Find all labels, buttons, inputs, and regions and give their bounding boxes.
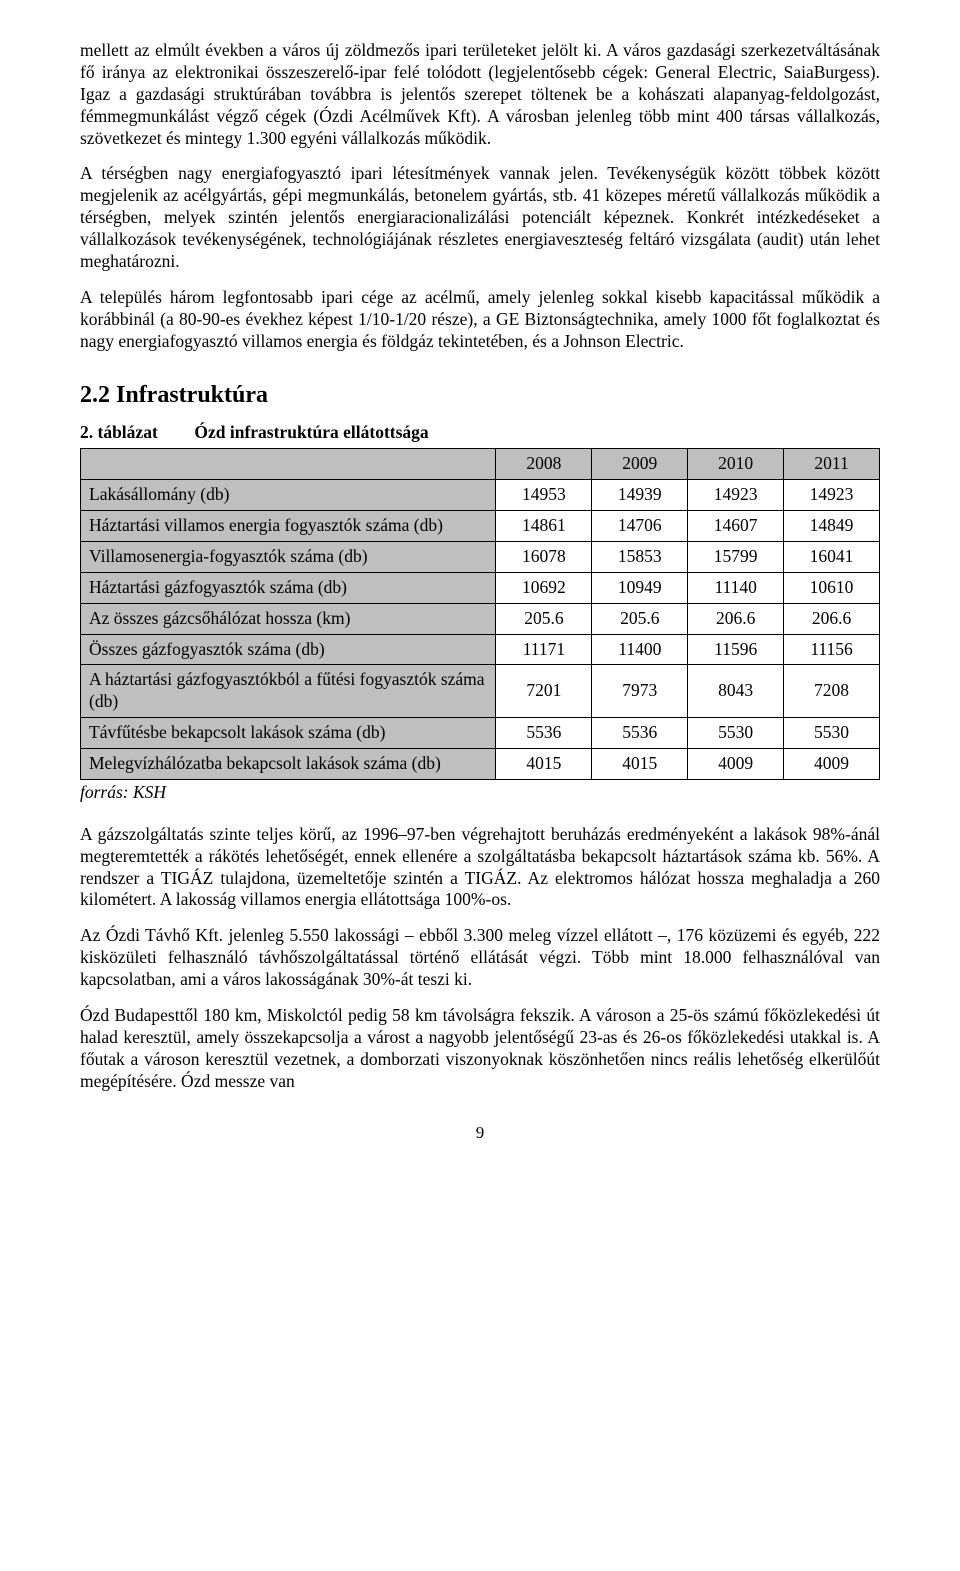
row-value: 11171 <box>496 634 592 665</box>
row-label: Az összes gázcsőhálózat hossza (km) <box>81 603 496 634</box>
row-value: 7208 <box>784 665 880 718</box>
table-caption: 2. táblázat Ózd infrastruktúra ellátotts… <box>80 422 880 444</box>
table-header-year: 2011 <box>784 449 880 480</box>
row-value: 4015 <box>496 749 592 780</box>
row-value: 8043 <box>688 665 784 718</box>
row-value: 14849 <box>784 511 880 542</box>
row-value: 5536 <box>496 718 592 749</box>
row-label: Háztartási gázfogyasztók száma (db) <box>81 572 496 603</box>
paragraph: Az Ózdi Távhő Kft. jelenleg 5.550 lakoss… <box>80 925 880 991</box>
row-value: 5530 <box>784 718 880 749</box>
row-value: 14861 <box>496 511 592 542</box>
row-value: 11156 <box>784 634 880 665</box>
row-value: 205.6 <box>592 603 688 634</box>
table-row: Melegvízhálózatba bekapcsolt lakások szá… <box>81 749 880 780</box>
table-row: Háztartási villamos energia fogyasztók s… <box>81 511 880 542</box>
table-header-row: 2008 2009 2010 2011 <box>81 449 880 480</box>
paragraph: Ózd Budapesttől 180 km, Miskolctól pedig… <box>80 1005 880 1093</box>
row-value: 4009 <box>688 749 784 780</box>
row-value: 206.6 <box>688 603 784 634</box>
paragraph: A település három legfontosabb ipari cég… <box>80 287 880 353</box>
infrastructure-table: 2008 2009 2010 2011 Lakásállomány (db)14… <box>80 448 880 780</box>
row-value: 7201 <box>496 665 592 718</box>
row-label: Háztartási villamos energia fogyasztók s… <box>81 511 496 542</box>
row-value: 14923 <box>688 480 784 511</box>
paragraph: mellett az elmúlt években a város új zöl… <box>80 40 880 149</box>
row-value: 205.6 <box>496 603 592 634</box>
table-row: Az összes gázcsőhálózat hossza (km)205.6… <box>81 603 880 634</box>
row-value: 15799 <box>688 541 784 572</box>
row-label: A háztartási gázfogyasztókból a fűtési f… <box>81 665 496 718</box>
paragraph: A gázszolgáltatás szinte teljes körű, az… <box>80 824 880 912</box>
row-value: 11400 <box>592 634 688 665</box>
row-value: 11596 <box>688 634 784 665</box>
table-row: Háztartási gázfogyasztók száma (db)10692… <box>81 572 880 603</box>
table-row: Távfűtésbe bekapcsolt lakások száma (db)… <box>81 718 880 749</box>
table-header-blank <box>81 449 496 480</box>
table-row: A háztartási gázfogyasztókból a fűtési f… <box>81 665 880 718</box>
table-header-year: 2010 <box>688 449 784 480</box>
table-row: Lakásállomány (db)14953149391492314923 <box>81 480 880 511</box>
row-value: 16041 <box>784 541 880 572</box>
row-value: 206.6 <box>784 603 880 634</box>
row-value: 14706 <box>592 511 688 542</box>
table-header-year: 2009 <box>592 449 688 480</box>
section-heading: 2.2 Infrastruktúra <box>80 380 880 410</box>
page-number: 9 <box>80 1122 880 1143</box>
row-value: 14923 <box>784 480 880 511</box>
table-title: Ózd infrastruktúra ellátottsága <box>194 422 428 442</box>
row-value: 10610 <box>784 572 880 603</box>
row-value: 14607 <box>688 511 784 542</box>
row-label: Lakásállomány (db) <box>81 480 496 511</box>
row-value: 10949 <box>592 572 688 603</box>
row-value: 7973 <box>592 665 688 718</box>
row-label: Melegvízhálózatba bekapcsolt lakások szá… <box>81 749 496 780</box>
row-value: 5536 <box>592 718 688 749</box>
document-page: mellett az elmúlt években a város új zöl… <box>0 0 960 1174</box>
table-row: Villamosenergia-fogyasztók száma (db)160… <box>81 541 880 572</box>
table-body: Lakásállomány (db)14953149391492314923Há… <box>81 480 880 780</box>
table-row: Összes gázfogyasztók száma (db)111711140… <box>81 634 880 665</box>
row-value: 5530 <box>688 718 784 749</box>
row-value: 4009 <box>784 749 880 780</box>
row-value: 16078 <box>496 541 592 572</box>
row-label: Villamosenergia-fogyasztók száma (db) <box>81 541 496 572</box>
row-value: 10692 <box>496 572 592 603</box>
row-value: 14953 <box>496 480 592 511</box>
row-value: 4015 <box>592 749 688 780</box>
table-number: 2. táblázat <box>80 422 190 444</box>
row-label: Távfűtésbe bekapcsolt lakások száma (db) <box>81 718 496 749</box>
paragraph: A térségben nagy energiafogyasztó ipari … <box>80 163 880 272</box>
row-value: 14939 <box>592 480 688 511</box>
table-header-year: 2008 <box>496 449 592 480</box>
table-source: forrás: KSH <box>80 782 880 804</box>
row-value: 11140 <box>688 572 784 603</box>
row-value: 15853 <box>592 541 688 572</box>
row-label: Összes gázfogyasztók száma (db) <box>81 634 496 665</box>
